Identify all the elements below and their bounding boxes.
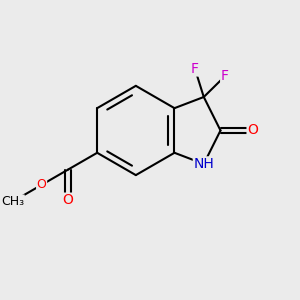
Text: CH₃: CH₃: [1, 195, 24, 208]
Text: O: O: [37, 178, 46, 191]
Text: NH: NH: [194, 157, 214, 171]
Text: O: O: [247, 124, 258, 137]
Text: F: F: [191, 62, 199, 76]
Text: O: O: [63, 193, 74, 207]
Text: F: F: [221, 69, 229, 83]
